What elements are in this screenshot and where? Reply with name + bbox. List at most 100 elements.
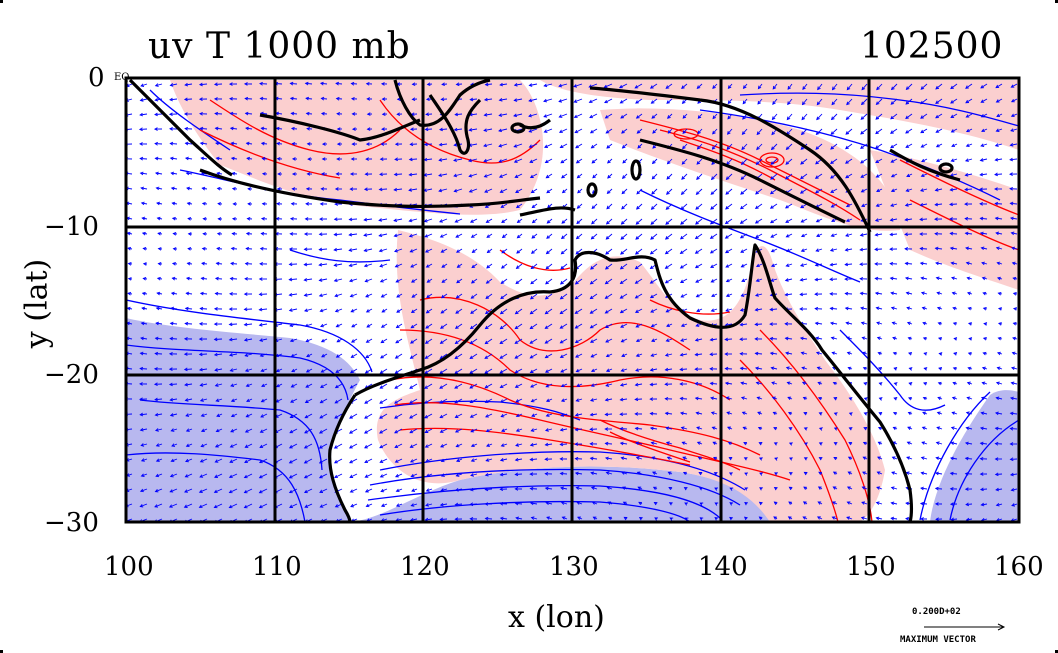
wind-vector [636, 203, 643, 210]
wind-vector-head [724, 220, 729, 225]
wind-vector-head [484, 502, 489, 506]
wind-vector [680, 397, 688, 400]
wind-vector-head [979, 216, 984, 221]
wind-vector-head [363, 263, 368, 268]
max-vector-arrow [924, 623, 1006, 631]
wind-vector [935, 472, 943, 475]
wind-vector-head [411, 488, 416, 492]
wind-vector-head [848, 427, 853, 431]
wind-vector-head [651, 115, 656, 119]
wind-vector [290, 398, 298, 403]
wind-vector-head [154, 519, 158, 522]
wind-vector [545, 443, 553, 446]
wind-vector [365, 353, 373, 358]
wind-vector [184, 488, 193, 493]
wind-vector [439, 158, 448, 161]
wind-vector-head [381, 309, 386, 313]
wind-vector-head [814, 306, 819, 311]
wind-vector-head [172, 247, 177, 251]
wind-vector [229, 458, 238, 463]
wind-vector-head [333, 247, 338, 252]
wind-vector-head [469, 399, 474, 404]
wind-vector-head [230, 398, 235, 402]
coastline-bismarck [889, 148, 961, 182]
wind-vector [906, 292, 913, 295]
wind-vector-head [214, 126, 219, 131]
x-tick-label: 120 [400, 552, 450, 582]
wind-vector-head [666, 160, 671, 165]
wind-vector-head [696, 441, 701, 445]
wind-vector-head [484, 204, 489, 208]
wind-vector-head [876, 336, 881, 341]
wind-vector [170, 338, 178, 340]
wind-vector-head [964, 216, 969, 221]
wind-vector-head [890, 516, 895, 521]
wind-vector [529, 83, 538, 86]
wind-vector-head [638, 516, 643, 521]
wind-vector [379, 383, 388, 389]
wind-vector [275, 413, 283, 418]
wind-vector-head [394, 248, 398, 253]
wind-vector [275, 398, 283, 403]
wind-vector [439, 368, 448, 374]
wind-vector [681, 323, 688, 327]
wind-vector-head [364, 474, 369, 478]
cold-contour-line [126, 452, 306, 522]
wind-vector-head [755, 234, 759, 238]
wind-vector [846, 322, 853, 325]
wind-vector-head [818, 427, 823, 431]
wind-vector-head [846, 101, 850, 106]
wind-vector-head [801, 381, 806, 385]
wind-vector-head [694, 338, 699, 342]
wind-vector-head [724, 366, 729, 371]
wind-vector [665, 203, 673, 210]
wind-vector [845, 158, 853, 164]
warm-region-coral-sea [870, 150, 1019, 290]
wind-vector-head [514, 340, 519, 344]
wind-vector [364, 218, 373, 221]
wind-vector [635, 442, 643, 445]
wind-vector-head [906, 173, 911, 177]
wind-vector [605, 248, 613, 255]
wind-vector [725, 188, 733, 195]
wind-vector-head [770, 263, 775, 267]
wind-vector-head [995, 502, 1000, 507]
wind-vector-head [786, 116, 791, 121]
wind-vector [935, 188, 943, 191]
wind-vector-head [800, 248, 805, 252]
wind-vector-head [318, 460, 323, 464]
wind-vector-head [183, 367, 188, 372]
wind-vector-head [636, 206, 640, 210]
wind-vector-head [470, 310, 474, 314]
wind-vector-head [529, 486, 534, 491]
wind-vector-head [574, 339, 579, 344]
wind-vector-head [334, 187, 339, 191]
wind-vector [154, 503, 163, 508]
wind-vector-head [515, 399, 520, 403]
wind-vector [469, 368, 478, 374]
wind-vector [485, 517, 493, 520]
wind-vector-head [965, 426, 970, 431]
wind-vector [289, 323, 298, 327]
wind-vector [501, 413, 508, 418]
wind-vector-head [410, 503, 415, 507]
wind-vector-head [574, 129, 579, 134]
wind-vector-head [949, 187, 954, 192]
wind-vector-head [545, 250, 550, 255]
wind-vector-head [561, 220, 566, 224]
wind-vector [199, 368, 208, 371]
wind-vector-head [621, 130, 625, 134]
wind-vector [379, 443, 388, 449]
warm-contour-line [899, 159, 1019, 216]
wind-vector [696, 412, 703, 415]
wind-vector [591, 368, 598, 372]
wind-vector [589, 113, 598, 119]
wind-vector-head [184, 141, 189, 146]
wind-vector-head [875, 101, 880, 106]
wind-vector-head [201, 201, 206, 206]
wind-vector-head [439, 385, 444, 389]
wind-vector-head [200, 413, 205, 417]
wind-vector-head [773, 486, 778, 491]
wind-vector-head [711, 426, 716, 430]
